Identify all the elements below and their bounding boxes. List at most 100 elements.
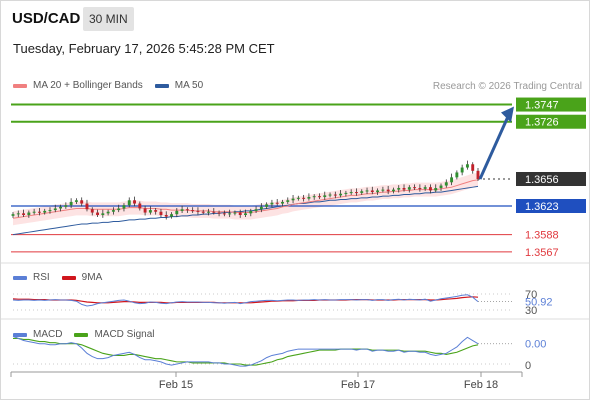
level-label-box (516, 172, 586, 186)
credit-text: Research © 2026 Trading Central (432, 81, 582, 92)
rsi-legend-label: RSI (33, 272, 50, 283)
candle-body (244, 213, 247, 215)
candle-body (307, 197, 311, 199)
rsi-line (12, 294, 479, 307)
candle-body (423, 187, 427, 189)
candle-body (291, 198, 295, 201)
candle-body (207, 211, 210, 213)
candle-body (122, 205, 126, 209)
candle-body (16, 213, 20, 215)
macd-value-label: 0.00 (525, 339, 546, 351)
ma20-legend-label: MA 20 + Bollinger Bands (33, 80, 143, 91)
candle-body (455, 172, 459, 178)
macd-legend-label: MACD (33, 329, 63, 340)
candle-body (312, 196, 316, 198)
candle-body (465, 164, 469, 168)
candle-body (164, 215, 168, 217)
candle-body (270, 202, 274, 205)
candle-body (64, 205, 68, 207)
level-label: 1.3623 (525, 201, 559, 213)
candle-body (392, 189, 395, 192)
candle-body (148, 210, 152, 213)
candle-body (111, 210, 115, 212)
candle-body (22, 213, 26, 215)
rsi-value-label: 50.92 (525, 297, 553, 309)
candle-body (275, 202, 279, 204)
candle-body (381, 189, 385, 191)
candle-body (323, 195, 327, 197)
candle-body (32, 211, 36, 213)
candle-body (159, 211, 163, 215)
x-tick-label: Feb 18 (464, 379, 498, 391)
level-label-box (516, 114, 586, 129)
candle-body (106, 211, 110, 214)
level-label: 1.3567 (525, 247, 559, 259)
candle-body (222, 213, 226, 215)
candle-body (170, 214, 173, 217)
rsi-swatch (13, 275, 27, 280)
candle-body (69, 201, 73, 206)
candle-body (238, 212, 242, 215)
x-tick-label: Feb 17 (341, 379, 375, 391)
candle-body (376, 190, 380, 193)
candle-body (96, 212, 99, 215)
candle-body (101, 213, 105, 215)
level-label: 1.3726 (525, 117, 559, 129)
level-label-box (516, 97, 586, 112)
macd-swatch (13, 332, 27, 337)
candle-body (180, 209, 184, 211)
candle-body (138, 203, 142, 209)
candle-body (43, 210, 47, 213)
symbol-title: USD/CAD (12, 10, 81, 27)
level-label: 1.3656 (525, 174, 559, 186)
candle-body (471, 164, 475, 171)
candle-body (175, 210, 179, 215)
candle-body (450, 177, 454, 183)
candle-body (355, 192, 358, 194)
x-tick-label: Feb 15 (159, 379, 193, 391)
candle-body (74, 200, 78, 202)
candle-body (27, 212, 31, 215)
candle-body (476, 170, 480, 179)
candle-body (201, 211, 205, 213)
candle-body (286, 200, 290, 202)
candle-body (333, 194, 337, 196)
candle-body (339, 193, 343, 196)
candle-body (413, 187, 417, 189)
candle-body (143, 208, 147, 213)
candle-body (296, 197, 300, 199)
candle-body (90, 209, 94, 213)
candle-body (133, 200, 136, 204)
timeframe-badge[interactable]: 30 MIN (83, 7, 134, 31)
bollinger-band (13, 172, 478, 226)
candle-body (328, 194, 332, 196)
candle-body (127, 200, 131, 206)
candle-body (407, 187, 411, 190)
price-legend: MA 20 + Bollinger Bands MA 50 (13, 80, 203, 91)
rsi-tick-label: 70 (525, 289, 537, 301)
candle-body (418, 188, 422, 189)
candle-body (196, 210, 200, 212)
ma50-swatch (154, 83, 169, 88)
projection-arrow (478, 115, 510, 180)
level-label: 1.3588 (525, 230, 559, 242)
candle-body (85, 203, 89, 210)
candle-body (460, 167, 464, 173)
candle-body (80, 200, 84, 204)
candle-body (370, 190, 374, 193)
candle-body (228, 213, 232, 215)
candle-body (444, 182, 448, 186)
macd-signal-legend-label: MACD Signal (94, 329, 155, 340)
timestamp: Tuesday, February 17, 2026 5:45:28 PM CE… (13, 41, 275, 56)
ma50-legend-label: MA 50 (174, 80, 204, 91)
candle-body (259, 206, 263, 210)
level-label: 1.3747 (525, 100, 559, 112)
candle-body (365, 190, 369, 192)
candle-body (386, 189, 390, 192)
candle-body (434, 188, 438, 191)
candle-body (233, 212, 237, 214)
candle-body (402, 188, 406, 190)
candle-body (117, 208, 121, 211)
rsi-ma-swatch (61, 275, 76, 280)
